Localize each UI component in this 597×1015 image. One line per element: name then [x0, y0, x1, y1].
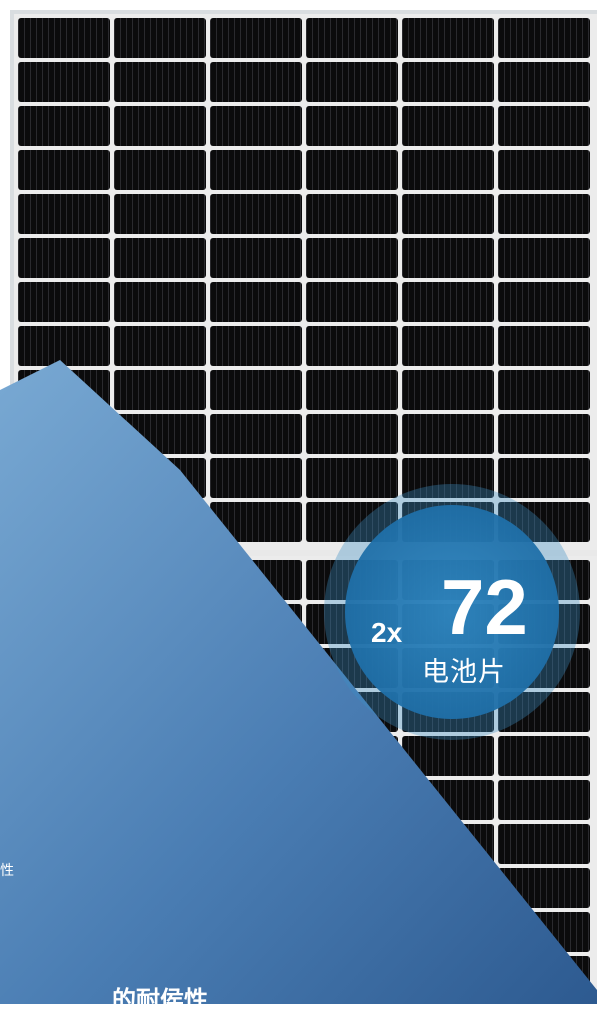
solar-cell	[306, 62, 398, 102]
solar-cell	[306, 326, 398, 366]
badge-number: 72	[441, 563, 528, 651]
solar-cell	[114, 282, 206, 322]
solar-cell	[402, 282, 494, 322]
solar-cell	[210, 326, 302, 366]
solar-cell	[306, 238, 398, 278]
solar-cell	[210, 194, 302, 234]
solar-cell	[18, 150, 110, 190]
solar-cell	[210, 502, 302, 542]
solar-cell	[498, 194, 590, 234]
solar-cell	[498, 692, 590, 732]
solar-cell	[402, 18, 494, 58]
solar-cell	[210, 106, 302, 146]
solar-cell	[306, 282, 398, 322]
solar-cell	[18, 62, 110, 102]
solar-cell	[498, 326, 590, 366]
solar-cell	[498, 370, 590, 410]
solar-cell	[306, 194, 398, 234]
solar-cell	[498, 106, 590, 146]
solar-cell	[210, 150, 302, 190]
solar-cell	[114, 370, 206, 410]
solar-cell	[18, 106, 110, 146]
solar-cell	[210, 282, 302, 322]
solar-cell	[210, 370, 302, 410]
solar-cell	[402, 458, 494, 498]
solar-cell	[402, 62, 494, 102]
solar-cell	[306, 150, 398, 190]
solar-cell	[498, 736, 590, 776]
solar-cell	[402, 150, 494, 190]
solar-cell	[498, 282, 590, 322]
solar-cell	[210, 414, 302, 454]
solar-cell	[402, 414, 494, 454]
solar-cell	[210, 18, 302, 58]
solar-cell	[210, 238, 302, 278]
badge-circle	[345, 505, 559, 719]
solar-cell	[306, 458, 398, 498]
solar-cell	[306, 106, 398, 146]
solar-cell	[114, 62, 206, 102]
solar-cell	[114, 194, 206, 234]
blue-overlay	[0, 360, 597, 1004]
solar-cell	[402, 326, 494, 366]
solar-cell	[114, 150, 206, 190]
solar-cell	[498, 458, 590, 498]
solar-cell	[402, 106, 494, 146]
solar-cell	[498, 150, 590, 190]
solar-cell	[114, 18, 206, 58]
solar-cell	[498, 62, 590, 102]
solar-cell	[18, 238, 110, 278]
solar-cell	[114, 326, 206, 366]
panel-junction-line	[14, 550, 597, 556]
solar-cell	[306, 370, 398, 410]
feature-text-fragment: 性	[0, 863, 14, 879]
solar-cell	[402, 194, 494, 234]
solar-cell	[402, 370, 494, 410]
solar-cell	[402, 238, 494, 278]
solar-cell	[306, 414, 398, 454]
solar-cell	[114, 106, 206, 146]
solar-cell	[306, 502, 398, 542]
solar-cell	[210, 62, 302, 102]
solar-cell	[18, 18, 110, 58]
badge-multiplier: 2x	[371, 617, 403, 648]
solar-cell	[498, 238, 590, 278]
solar-cell	[210, 458, 302, 498]
solar-cell	[498, 780, 590, 820]
solar-cell	[402, 736, 494, 776]
solar-cell	[498, 18, 590, 58]
solar-cell	[498, 824, 590, 864]
solar-cell	[306, 18, 398, 58]
solar-cell	[498, 414, 590, 454]
solar-cell	[18, 326, 110, 366]
solar-cell	[114, 238, 206, 278]
feature-heading-fragment: 的耐侯性	[112, 986, 208, 1014]
badge-label: 电池片	[422, 657, 506, 688]
solar-cell	[18, 282, 110, 322]
solar-cell	[18, 194, 110, 234]
